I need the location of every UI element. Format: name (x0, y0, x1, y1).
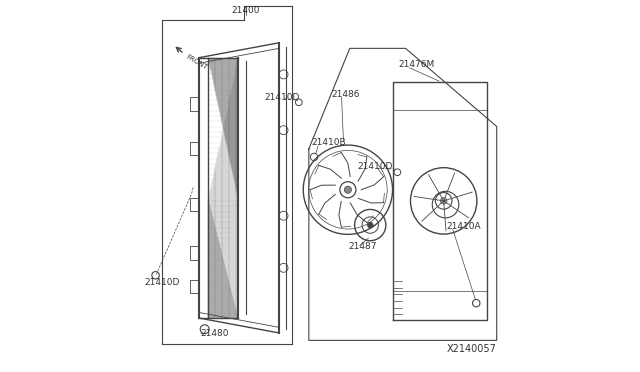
Text: 21487: 21487 (348, 242, 376, 251)
Text: X2140057: X2140057 (447, 343, 497, 353)
Text: 21410B: 21410B (312, 138, 346, 147)
Text: 21410A: 21410A (447, 222, 481, 231)
Polygon shape (209, 58, 238, 199)
Polygon shape (209, 199, 238, 318)
Text: 21410D: 21410D (145, 278, 180, 286)
Circle shape (440, 198, 447, 204)
Text: 21480: 21480 (200, 328, 228, 337)
Text: 21410D: 21410D (264, 93, 300, 102)
Circle shape (367, 222, 373, 228)
Text: 21400: 21400 (231, 6, 260, 15)
Text: 21410D: 21410D (357, 162, 392, 171)
Circle shape (344, 186, 351, 193)
Text: FRONT: FRONT (186, 54, 209, 71)
Text: 21476M: 21476M (398, 60, 435, 69)
Text: 21486: 21486 (331, 90, 360, 99)
